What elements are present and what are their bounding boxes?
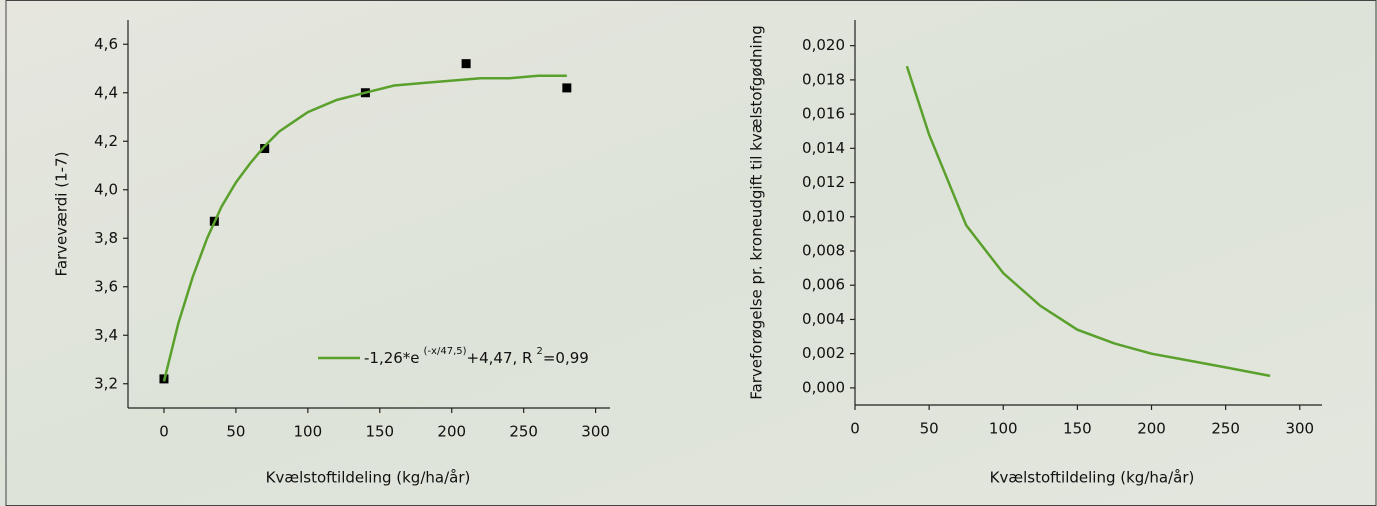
legend-part: +4,47, R	[467, 349, 533, 367]
y-tick-label: 0,016	[802, 105, 845, 123]
x-tick-label: 300	[581, 423, 610, 441]
y-tick-label: 0,002	[802, 344, 845, 362]
y-tick-label: 4,6	[94, 35, 118, 53]
x-tick-label: 50	[920, 420, 939, 438]
y-axis-title: Farveværdi (1-7)	[53, 152, 71, 277]
y-tick-label: 0,008	[802, 242, 845, 260]
x-tick-label: 250	[1211, 420, 1240, 438]
y-tick-label: 0,018	[802, 70, 845, 88]
x-tick-label: 200	[1137, 420, 1166, 438]
x-tick-label: 100	[989, 420, 1018, 438]
x-tick-label: 0	[159, 423, 169, 441]
chart-figure: 3,2 3,4 3,6 3,8 4,0 4,2 4,4 4,6 0 50 100 150 200 250 3…	[0, 0, 1377, 506]
y-tick-label: 3,4	[94, 326, 118, 344]
x-axis-title: Kvælstoftildeling (kg/ha/år)	[266, 469, 471, 487]
y-tick-label: 0,004	[802, 310, 845, 328]
legend-part: -1,26*e	[364, 349, 420, 367]
y-tick-label: 3,6	[94, 277, 118, 295]
data-point	[462, 59, 471, 68]
x-tick-label: 200	[437, 423, 466, 441]
y-axis-title: Farveforøgelse pr. kroneudgift til kvæls…	[748, 25, 766, 399]
x-tick-label: 50	[226, 423, 245, 441]
legend-part: =0,99	[543, 349, 589, 367]
y-tick-label: 0,000	[802, 378, 845, 396]
y-tick-label: 0,006	[802, 276, 845, 294]
x-tick-label: 250	[509, 423, 538, 441]
y-tick-label: 4,0	[94, 180, 118, 198]
y-tick-label: 0,014	[802, 139, 845, 157]
y-tick-label: 3,2	[94, 374, 118, 392]
x-axis-title: Kvælstoftildeling (kg/ha/år)	[990, 469, 1195, 487]
y-tick-label: 0,010	[802, 207, 845, 225]
legend-part: (-x/47,5)	[424, 346, 467, 357]
x-tick-label: 0	[850, 420, 860, 438]
y-tick-label: 3,8	[94, 229, 118, 247]
background	[0, 0, 1377, 506]
y-tick-label: 0,020	[802, 36, 845, 54]
y-tick-label: 4,2	[94, 132, 118, 150]
x-tick-label: 100	[294, 423, 323, 441]
data-point	[562, 83, 571, 92]
x-tick-label: 150	[1063, 420, 1092, 438]
x-tick-label: 300	[1285, 420, 1314, 438]
x-tick-label: 150	[365, 423, 394, 441]
page: 3,2 3,4 3,6 3,8 4,0 4,2 4,4 4,6 0 50 100 150 200 250 3…	[0, 0, 1377, 506]
y-tick-label: 0,012	[802, 173, 845, 191]
y-tick-label: 4,4	[94, 83, 118, 101]
